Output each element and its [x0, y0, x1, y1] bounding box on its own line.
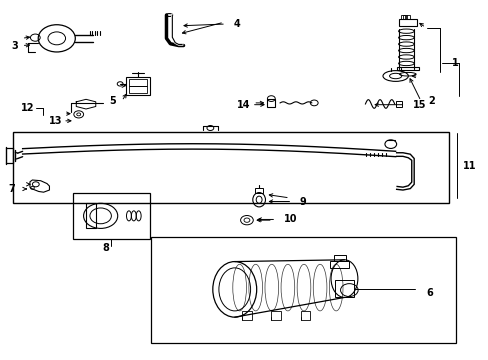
Polygon shape — [30, 180, 49, 192]
Text: 15: 15 — [412, 100, 426, 110]
Bar — [86, 203, 96, 228]
Text: 1: 1 — [451, 58, 458, 68]
Text: 11: 11 — [462, 161, 475, 171]
Bar — [129, 78, 147, 86]
Text: 9: 9 — [299, 197, 305, 207]
Bar — [129, 86, 147, 93]
Bar — [396, 67, 418, 70]
Bar — [13, 132, 448, 203]
Bar — [329, 261, 348, 268]
Text: 14: 14 — [237, 100, 250, 110]
Bar — [400, 15, 404, 19]
Bar — [242, 311, 251, 320]
Text: 10: 10 — [283, 215, 296, 224]
Text: 5: 5 — [109, 96, 116, 106]
Bar — [126, 77, 150, 95]
Bar — [398, 19, 416, 26]
Text: 12: 12 — [21, 103, 35, 113]
Text: 7: 7 — [9, 184, 15, 194]
Text: 2: 2 — [427, 96, 434, 106]
Bar — [334, 280, 353, 297]
Bar — [405, 15, 409, 19]
Text: 4: 4 — [233, 19, 240, 29]
Bar — [300, 311, 310, 320]
Bar — [395, 101, 402, 107]
Bar — [267, 99, 275, 107]
Bar — [271, 311, 281, 320]
Bar — [403, 15, 407, 19]
Bar — [255, 188, 263, 193]
Text: 8: 8 — [102, 243, 109, 253]
Bar — [151, 237, 455, 343]
Text: 6: 6 — [426, 288, 432, 298]
Text: 3: 3 — [12, 41, 18, 50]
Text: 13: 13 — [48, 116, 62, 126]
Bar — [333, 255, 345, 261]
Bar — [73, 193, 150, 239]
